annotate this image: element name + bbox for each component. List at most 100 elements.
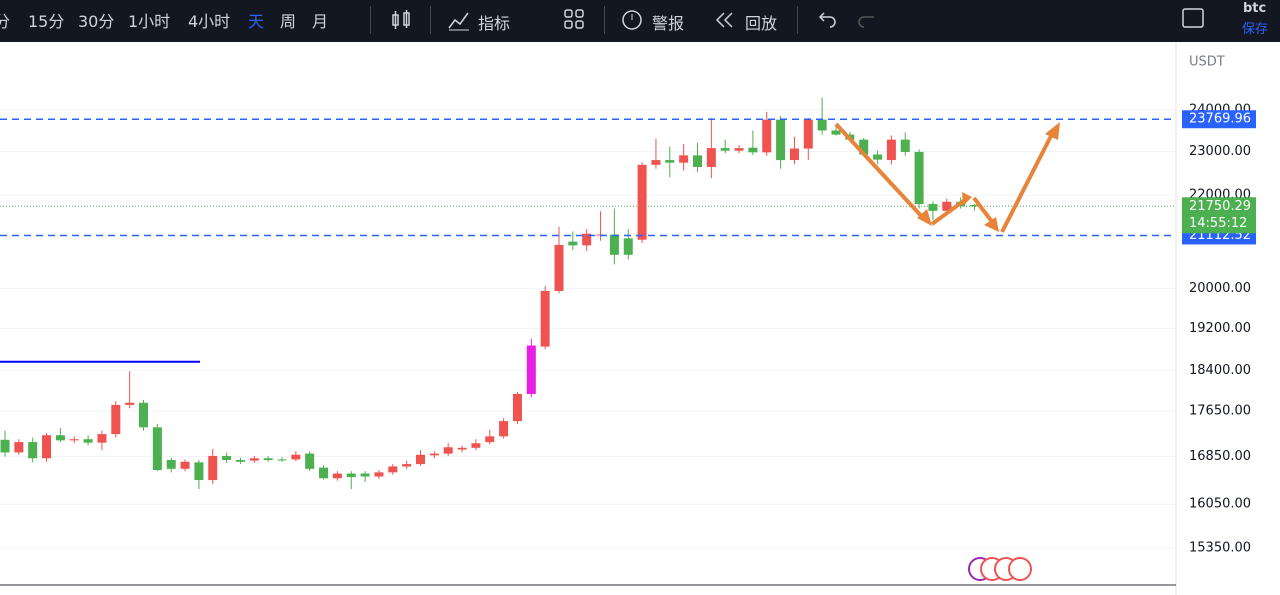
interval-button[interactable]: 分 <box>0 12 11 31</box>
candle-body <box>305 453 315 469</box>
fullscreen-icon[interactable] <box>1181 6 1205 30</box>
interval-button[interactable]: 月 <box>312 12 329 31</box>
interval-button[interactable]: 15分 <box>28 12 65 31</box>
candle-body <box>734 148 744 151</box>
candle-body <box>540 290 550 347</box>
candle-body <box>499 421 509 437</box>
candle-body <box>180 461 190 469</box>
y-tick-label: 23000.00 <box>1189 144 1251 159</box>
currency-label[interactable]: USDT <box>1189 55 1225 70</box>
event-icons <box>968 557 1032 581</box>
toolbar: 分 15分 30分 1小时 4小时天周月 指标 警报 回放 btc 保存 <box>0 0 1280 42</box>
candle-body <box>429 453 439 456</box>
replay-button[interactable]: 回放 <box>745 14 778 33</box>
separator <box>430 6 431 34</box>
candle-body <box>609 234 619 255</box>
candle-body <box>928 204 938 211</box>
y-tick-label: 15350.00 <box>1189 540 1251 555</box>
candle-body <box>208 455 218 481</box>
candle-body <box>471 443 481 448</box>
candle-body <box>789 148 799 161</box>
candle-body <box>55 435 65 441</box>
interval-button[interactable]: 天 <box>248 12 265 31</box>
candle-body <box>748 147 758 153</box>
candle-body <box>457 447 467 450</box>
indicators-button[interactable]: 指标 <box>478 14 511 33</box>
candle-body <box>970 204 979 207</box>
candle-body <box>637 164 647 240</box>
candle-body <box>28 442 38 459</box>
y-tick-label: 18400.00 <box>1189 363 1251 378</box>
candle-body <box>139 402 148 428</box>
candle-body <box>263 458 273 461</box>
candle-body <box>554 244 564 291</box>
candle-body <box>623 238 633 255</box>
candle-body <box>14 442 24 453</box>
candle-body <box>222 455 232 461</box>
candle-body <box>582 233 592 246</box>
candle-body <box>374 472 384 477</box>
interval-button[interactable]: 1小时 <box>128 12 171 31</box>
y-tick-label: 16850.00 <box>1189 449 1251 464</box>
candle-body <box>277 459 287 461</box>
candle-body <box>942 201 952 211</box>
candle-body <box>360 473 370 477</box>
y-tick-label: 16050.00 <box>1189 497 1251 512</box>
y-tick-label: 20000.00 <box>1189 281 1251 296</box>
candle-body <box>388 466 398 473</box>
candle-body <box>69 439 79 441</box>
candle-body <box>97 434 107 443</box>
candle-body <box>512 393 522 422</box>
candle-body <box>651 160 661 165</box>
candle-body <box>125 402 135 405</box>
candle-body <box>346 473 356 478</box>
candle-body <box>402 464 412 467</box>
candle-body <box>803 119 813 149</box>
candle-body <box>0 439 10 453</box>
candle-body <box>416 454 425 465</box>
candle-body <box>914 151 924 205</box>
candle-body <box>817 119 827 131</box>
candle-body <box>706 148 716 167</box>
layout-icon[interactable] <box>563 8 585 30</box>
candle-body <box>886 139 896 161</box>
candle-body <box>332 473 342 479</box>
candle-body <box>485 436 495 443</box>
candle-body <box>443 447 453 454</box>
candle-body <box>568 241 578 246</box>
candle-body <box>194 462 204 481</box>
candle-body <box>235 460 245 462</box>
y-tick-label: 17650.00 <box>1189 404 1251 419</box>
separator <box>797 6 798 34</box>
candle-body <box>291 454 301 460</box>
candle-body <box>900 139 910 152</box>
undo-redo[interactable] <box>816 9 876 29</box>
interval-button[interactable]: 30分 <box>78 12 115 31</box>
last-price-box <box>1182 197 1256 234</box>
symbol: btc <box>1243 1 1267 16</box>
candle-body <box>526 345 536 394</box>
chart: USDT 24000.0023000.0022000.0020000.00192… <box>0 42 1256 595</box>
candle-body <box>720 148 730 151</box>
candle-body <box>249 458 259 461</box>
replay-icon[interactable] <box>714 10 738 30</box>
candle-icon[interactable] <box>390 8 412 32</box>
price-label: 23769.96 <box>1189 112 1251 127</box>
alert-button[interactable]: 警报 <box>652 14 685 33</box>
candle-body <box>679 155 689 163</box>
separator <box>370 6 371 34</box>
candle-body <box>831 130 841 135</box>
candle-body <box>859 139 869 155</box>
save-button[interactable]: 保存 <box>1242 22 1269 37</box>
separator <box>604 6 605 34</box>
alert-icon[interactable] <box>620 6 646 32</box>
candle-body <box>693 155 702 167</box>
indicator-icon[interactable] <box>447 8 471 32</box>
interval-button[interactable]: 周 <box>280 12 297 31</box>
price-label-box <box>1182 110 1256 129</box>
interval-button[interactable]: 4小时 <box>188 12 231 31</box>
candle-body <box>873 154 883 160</box>
arrow-drawing <box>834 122 1060 233</box>
candle-body <box>762 119 772 153</box>
